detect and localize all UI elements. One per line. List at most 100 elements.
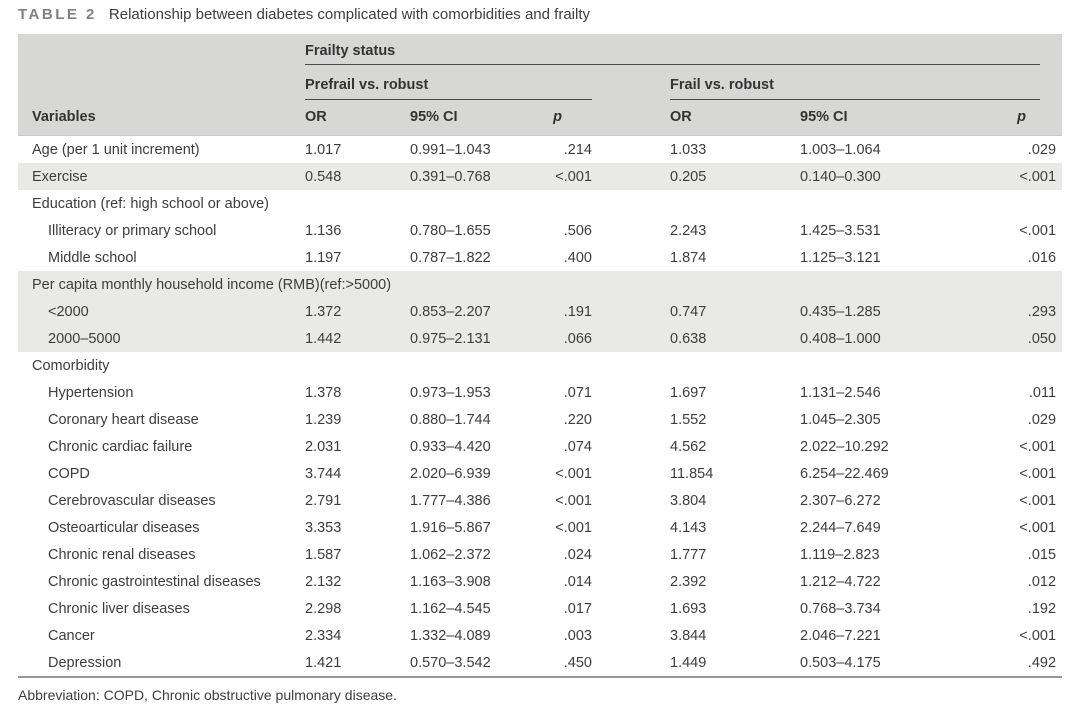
frail-p-value: .015 (960, 541, 1063, 568)
row-label: Cerebrovascular diseases (18, 487, 305, 514)
frail-ci-value: 2.307–6.272 (800, 487, 960, 514)
frail-or-value: 4.143 (670, 514, 800, 541)
table-title-text: Relationship between diabetes complicate… (108, 6, 590, 23)
variables-column-header: Variables (18, 100, 305, 136)
prefrail-or-value: 1.421 (305, 649, 410, 677)
column-gap (592, 649, 670, 677)
frail-ci-value: 1.119–2.823 (800, 541, 960, 568)
prefrail-p-column-header: p (542, 100, 592, 136)
prefrail-or-value: 2.334 (305, 622, 410, 649)
prefrail-or-value: 2.298 (305, 595, 410, 622)
row-label: Chronic liver diseases (18, 595, 305, 622)
table-row: Depression 1.421 0.570–3.542.450 1.449 0.503… (18, 649, 1063, 677)
frail-ci-value: 1.003–1.064 (800, 135, 960, 163)
column-gap (592, 244, 670, 271)
frail-label: Frail vs. robust (670, 77, 774, 93)
frail-ci-value: 1.125–3.121 (800, 244, 960, 271)
prefrail-p-value: <.001 (542, 163, 592, 190)
table-row: Chronic renal diseases 1.587 1.062–2.372.0… (18, 541, 1063, 568)
frail-ci-value: 1.212–4.722 (800, 568, 960, 595)
column-gap (592, 622, 670, 649)
column-gap (592, 568, 670, 595)
column-gap (592, 433, 670, 460)
column-gap (592, 379, 670, 406)
table-row: Cerebrovascular diseases 2.791 1.777–4.386… (18, 487, 1063, 514)
prefrail-ci-value: 0.780–1.655 (410, 217, 542, 244)
frail-ci-value: 1.045–2.305 (800, 406, 960, 433)
prefrail-p-value: <.001 (542, 460, 592, 487)
prefrail-ci-value: 0.787–1.822 (410, 244, 542, 271)
frail-or-value: 1.449 (670, 649, 800, 677)
column-gap (592, 406, 670, 433)
prefrail-or-column-header: OR (305, 100, 410, 136)
row-label: Chronic gastrointestinal diseases (18, 568, 305, 595)
table-row: Chronic gastrointestinal diseases 2.132 1.… (18, 568, 1063, 595)
row-label: <2000 (18, 298, 305, 325)
frail-or-value: 0.638 (670, 325, 800, 352)
prefrail-ci-value: 1.777–4.386 (410, 487, 542, 514)
prefrail-p-value: .074 (542, 433, 592, 460)
frail-or-value: 0.205 (670, 163, 800, 190)
prefrail-or-value: 3.353 (305, 514, 410, 541)
frail-or-value: 1.777 (670, 541, 800, 568)
frail-p-value: <.001 (960, 460, 1063, 487)
column-gap (592, 541, 670, 568)
header-empty-cell (18, 65, 305, 100)
row-label: Hypertension (18, 379, 305, 406)
frail-group-cell: Frail vs. robust (670, 65, 1063, 100)
prefrail-p-value: .024 (542, 541, 592, 568)
frail-or-value: 3.804 (670, 487, 800, 514)
table-header: Frailty status Prefrail vs. robust Frail… (18, 34, 1063, 136)
row-label: Chronic renal diseases (18, 541, 305, 568)
frail-p-value: .492 (960, 649, 1063, 677)
prefrail-p-value: .191 (542, 298, 592, 325)
prefrail-group: Prefrail vs. robust (305, 65, 592, 100)
group-row: Per capita monthly household income (RMB… (18, 271, 1063, 298)
frail-ci-value: 0.435–1.285 (800, 298, 960, 325)
frail-p-value: .011 (960, 379, 1063, 406)
frail-group: Frail vs. robust (670, 65, 1041, 100)
prefrail-ci-value: 1.916–5.867 (410, 514, 542, 541)
prefrail-p-value: <.001 (542, 487, 592, 514)
frail-p-value: .050 (960, 325, 1063, 352)
prefrail-or-value: 2.132 (305, 568, 410, 595)
frail-or-value: 1.033 (670, 135, 800, 163)
prefrail-ci-value: 0.991–1.043 (410, 135, 542, 163)
frail-p-value: <.001 (960, 163, 1063, 190)
table-row: Cancer 2.334 1.332–4.089.003 3.844 2.046–7.2… (18, 622, 1063, 649)
frailty-status-label: Frailty status (305, 43, 396, 59)
prefrail-ci-value: 1.062–2.372 (410, 541, 542, 568)
prefrail-or-value: 2.791 (305, 487, 410, 514)
column-gap (592, 325, 670, 352)
row-label: Chronic cardiac failure (18, 433, 305, 460)
prefrail-or-value: 1.239 (305, 406, 410, 433)
frail-or-value: 1.697 (670, 379, 800, 406)
column-gap (592, 487, 670, 514)
prefrail-label: Prefrail vs. robust (305, 77, 429, 93)
frail-p-value: <.001 (960, 514, 1063, 541)
prefrail-p-value: <.001 (542, 514, 592, 541)
prefrail-p-value: .003 (542, 622, 592, 649)
prefrail-p-value: .214 (542, 135, 592, 163)
frail-or-value: 2.243 (670, 217, 800, 244)
column-gap (592, 298, 670, 325)
frail-p-value: <.001 (960, 433, 1063, 460)
column-gap (592, 217, 670, 244)
row-label: Depression (18, 649, 305, 677)
table-row: COPD 3.744 2.020–6.939 <.001 11.854 6.254–22.… (18, 460, 1063, 487)
prefrail-p-value: .220 (542, 406, 592, 433)
frail-p-value: .029 (960, 135, 1063, 163)
frail-ci-value: 2.046–7.221 (800, 622, 960, 649)
prefrail-or-value: 1.372 (305, 298, 410, 325)
prefrail-ci-value: 0.570–3.542 (410, 649, 542, 677)
header-empty-cell (18, 34, 305, 65)
frail-p-value: .016 (960, 244, 1063, 271)
table-row: <2000 1.372 0.853–2.207.191 0.747 0.435–1.28… (18, 298, 1063, 325)
row-label: Osteoarticular diseases (18, 514, 305, 541)
prefrail-p-value: .017 (542, 595, 592, 622)
frail-or-value: 1.693 (670, 595, 800, 622)
prefrail-or-value: 2.031 (305, 433, 410, 460)
frail-p-column-header: p (960, 100, 1063, 136)
prefrail-p-value: .506 (542, 217, 592, 244)
